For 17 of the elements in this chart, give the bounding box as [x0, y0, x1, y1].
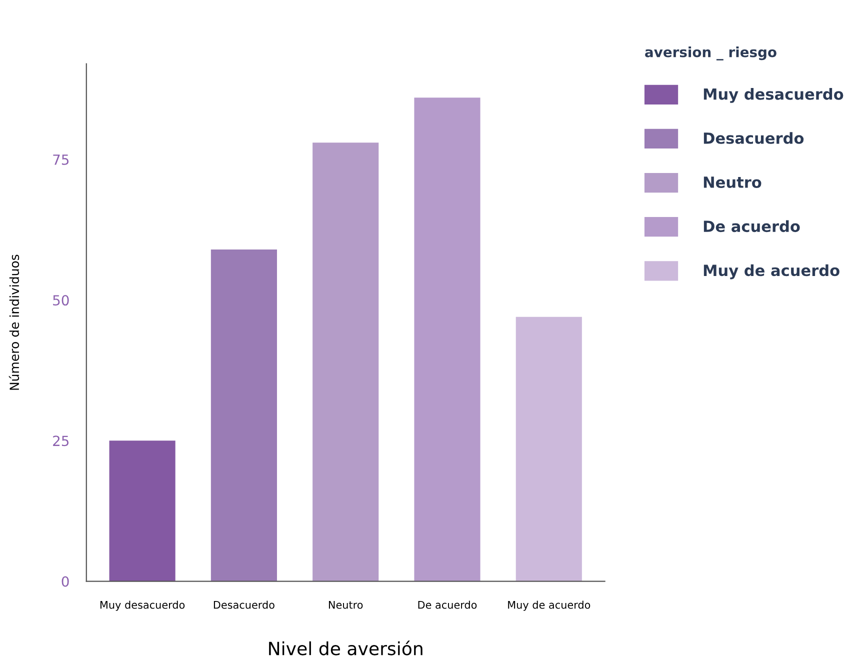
legend-title: aversion _ riesgo	[645, 46, 776, 60]
legend-label: Desacuerdo	[704, 132, 804, 144]
legend-label: De acuerdo	[704, 220, 800, 232]
x-axis-title: Nivel de aversión	[269, 640, 422, 656]
y-tick-label: 50	[53, 295, 69, 306]
legend-label: Muy de acuerdo	[704, 264, 840, 280]
y-tick-label: 0	[62, 576, 69, 587]
x-tick-label: Neutro	[328, 601, 363, 609]
x-tick-label: De acuerdo	[418, 600, 477, 609]
x-tick-label: Muy de acuerdo	[508, 600, 590, 611]
y-axis-title: Número de individuos	[8, 254, 20, 390]
x-tick-label: Muy desacuerdo	[100, 600, 185, 611]
y-tick-label: 75	[53, 154, 69, 165]
legend-label: Muy desacuerdo	[704, 88, 844, 103]
y-tick-label: 25	[53, 436, 69, 446]
legend-label: Neutro	[704, 176, 762, 188]
x-tick-label: Desacuerdo	[214, 600, 274, 609]
